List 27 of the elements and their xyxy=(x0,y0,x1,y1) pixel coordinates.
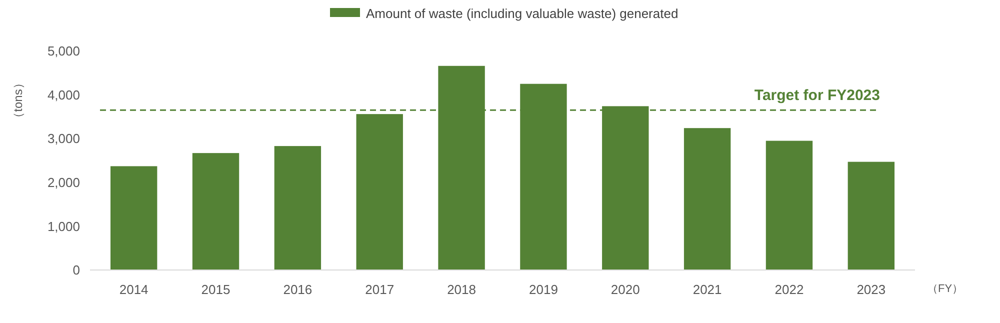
bar xyxy=(274,146,322,270)
x-axis-title: （FY） xyxy=(927,283,964,295)
y-tick-label: 4,000 xyxy=(47,87,80,102)
y-tick-label: 3,000 xyxy=(47,131,80,146)
bar xyxy=(848,162,895,270)
x-tick-label: 2022 xyxy=(774,282,804,297)
bar xyxy=(766,140,813,270)
x-tick-label: 2018 xyxy=(447,282,476,297)
y-tick-label: 5,000 xyxy=(47,44,80,59)
bar xyxy=(684,128,731,270)
x-tick-label: 2016 xyxy=(283,282,312,297)
bar xyxy=(356,114,403,270)
y-tick-label: 2,000 xyxy=(47,174,80,190)
y-tick-label: 0 xyxy=(72,262,80,278)
legend-label: Amount of waste (including valuable waste) generated xyxy=(366,6,678,21)
x-tick-label: 2015 xyxy=(201,282,230,297)
bar xyxy=(192,153,240,270)
x-tick-label: 2021 xyxy=(692,282,722,297)
x-tick-label: 2017 xyxy=(365,282,394,297)
x-tick-label: 2023 xyxy=(856,282,886,297)
bar xyxy=(110,166,158,270)
y-tick-label: 1,000 xyxy=(47,218,80,234)
x-tick-label: 2020 xyxy=(610,282,640,297)
x-tick-label: 2014 xyxy=(119,282,148,297)
x-tick-label: 2019 xyxy=(529,282,558,297)
y-axis-title: （tons） xyxy=(11,77,25,124)
ref-line-label: Target for FY2023 xyxy=(754,87,880,104)
